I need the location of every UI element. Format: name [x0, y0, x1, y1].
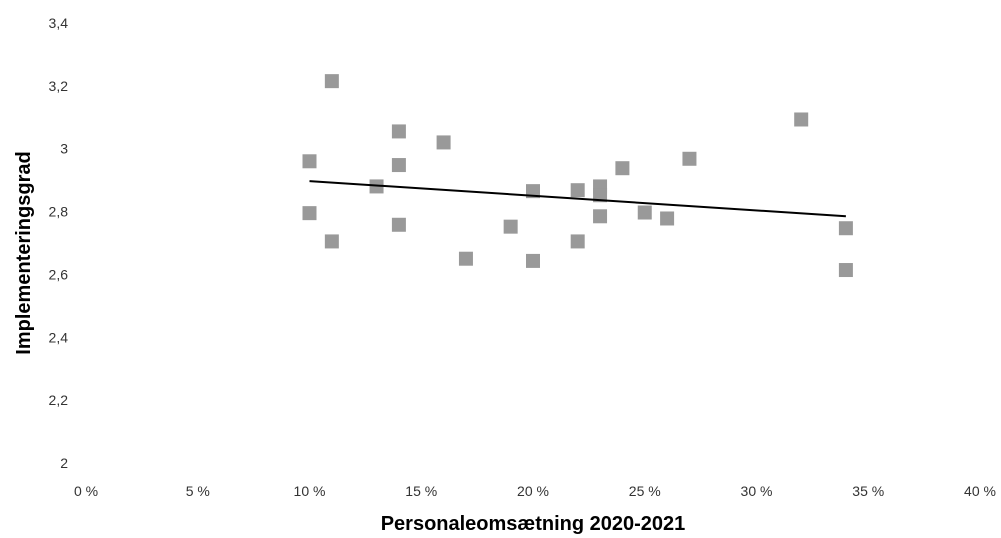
data-points — [302, 74, 853, 278]
data-point — [391, 217, 406, 232]
trendline — [309, 180, 846, 218]
data-point — [391, 158, 406, 173]
y-tick-label: 2,4 — [49, 329, 69, 345]
x-tick-label: 10 % — [294, 483, 326, 499]
y-axis-title: Implementeringsgrad — [13, 151, 35, 354]
trendline-group — [309, 180, 846, 218]
y-tick-label: 3 — [60, 141, 68, 157]
y-tick-label: 2,2 — [49, 392, 69, 408]
data-point — [838, 221, 853, 236]
x-tick-label: 5 % — [186, 483, 210, 499]
data-point — [324, 74, 339, 89]
x-axis-ticks: 0 % 5 % 10 % 15 % 20 % 25 % 30 % 35 % 40 % — [74, 483, 996, 499]
x-tick-label: 35 % — [852, 483, 884, 499]
x-axis-title: Personaleomsætning 2020-2021 — [381, 513, 686, 535]
data-point — [391, 124, 406, 139]
y-tick-label: 2,8 — [49, 204, 69, 220]
data-point — [302, 154, 317, 169]
data-point — [324, 234, 339, 249]
y-axis-ticks: 2 2,2 2,4 2,6 2,8 3 3,2 3,4 — [49, 15, 69, 471]
data-point — [570, 234, 585, 249]
data-point — [637, 205, 652, 220]
y-tick-label: 3,2 — [49, 78, 69, 94]
data-point — [503, 219, 518, 234]
data-point — [593, 209, 608, 224]
data-point — [436, 135, 451, 150]
x-tick-label: 40 % — [964, 483, 996, 499]
data-point — [794, 112, 809, 127]
x-tick-label: 20 % — [517, 483, 549, 499]
data-point — [615, 161, 630, 176]
data-point — [526, 253, 540, 268]
y-tick-label: 3,4 — [49, 15, 69, 31]
data-point — [593, 188, 608, 203]
y-tick-label: 2 — [60, 455, 68, 471]
data-point — [660, 211, 675, 226]
data-point — [682, 151, 697, 166]
x-tick-label: 0 % — [74, 483, 98, 499]
x-tick-label: 30 % — [741, 483, 773, 499]
x-tick-label: 15 % — [405, 483, 437, 499]
x-tick-label: 25 % — [629, 483, 661, 499]
data-point — [302, 206, 317, 221]
data-point — [570, 183, 585, 198]
y-tick-label: 2,6 — [49, 266, 69, 282]
data-point — [838, 263, 853, 278]
data-point — [458, 251, 473, 266]
